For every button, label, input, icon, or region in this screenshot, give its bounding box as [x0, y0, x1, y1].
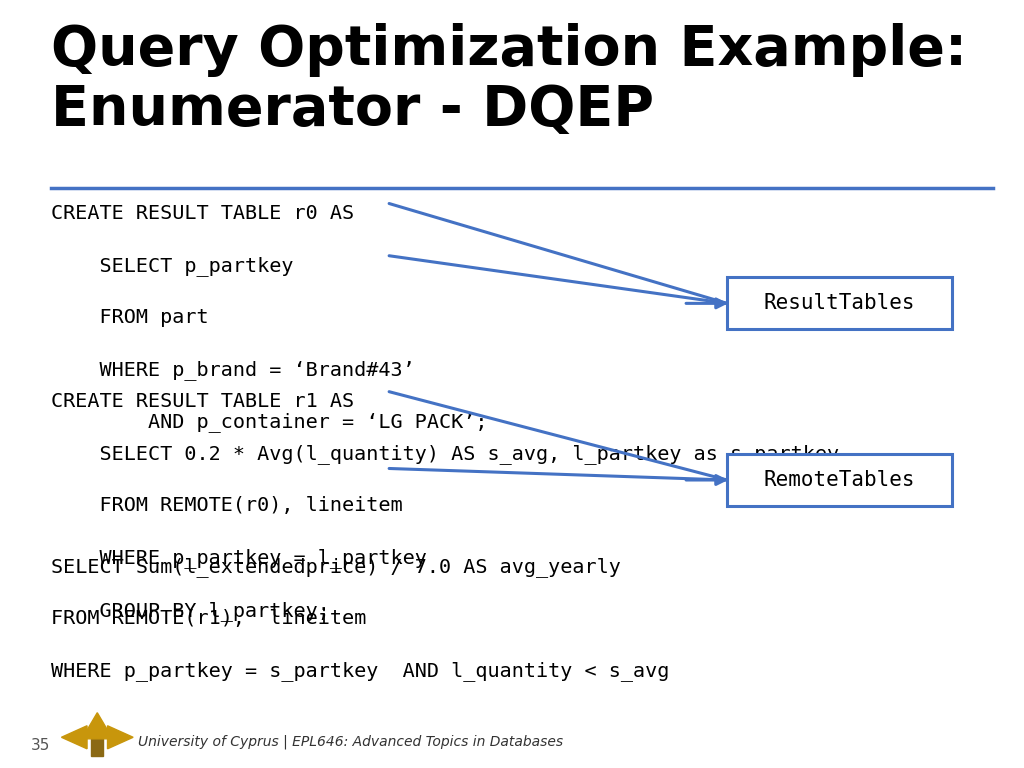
FancyBboxPatch shape: [727, 277, 952, 329]
Text: SELECT p_partkey: SELECT p_partkey: [51, 256, 294, 276]
Text: SELECT Sum(l_extendedprice) / 7.0 AS avg_yearly: SELECT Sum(l_extendedprice) / 7.0 AS avg…: [51, 557, 622, 577]
Text: CREATE RESULT TABLE r0 AS: CREATE RESULT TABLE r0 AS: [51, 204, 354, 223]
Polygon shape: [108, 726, 133, 749]
Polygon shape: [61, 726, 87, 749]
Text: FROM REMOTE(r0), lineitem: FROM REMOTE(r0), lineitem: [51, 496, 402, 515]
FancyBboxPatch shape: [727, 454, 952, 506]
Text: WHERE p_partkey = s_partkey  AND l_quantity < s_avg: WHERE p_partkey = s_partkey AND l_quanti…: [51, 661, 670, 681]
Text: ResultTables: ResultTables: [764, 293, 915, 313]
Text: WHERE p_partkey = l_partkey: WHERE p_partkey = l_partkey: [51, 548, 427, 568]
Text: WHERE p_brand = ‘Brand#43’: WHERE p_brand = ‘Brand#43’: [51, 360, 415, 380]
Text: Query Optimization Example:
Enumerator - DQEP: Query Optimization Example: Enumerator -…: [51, 23, 968, 137]
Text: University of Cyprus | EPL646: Advanced Topics in Databases: University of Cyprus | EPL646: Advanced …: [138, 734, 563, 749]
Text: CREATE RESULT TABLE r1 AS: CREATE RESULT TABLE r1 AS: [51, 392, 354, 411]
Text: AND p_container = ‘LG PACK’;: AND p_container = ‘LG PACK’;: [51, 412, 487, 432]
Text: 35: 35: [31, 737, 50, 753]
Text: GROUP BY l_partkey;: GROUP BY l_partkey;: [51, 601, 330, 621]
Text: SELECT 0.2 * Avg(l_quantity) AS s_avg, l_partkey as s_partkey: SELECT 0.2 * Avg(l_quantity) AS s_avg, l…: [51, 444, 840, 464]
Text: RemoteTables: RemoteTables: [764, 470, 915, 490]
Polygon shape: [82, 713, 113, 739]
Text: FROM REMOTE(r1),  lineitem: FROM REMOTE(r1), lineitem: [51, 609, 367, 628]
Bar: [91, 737, 103, 756]
Text: FROM part: FROM part: [51, 308, 209, 327]
